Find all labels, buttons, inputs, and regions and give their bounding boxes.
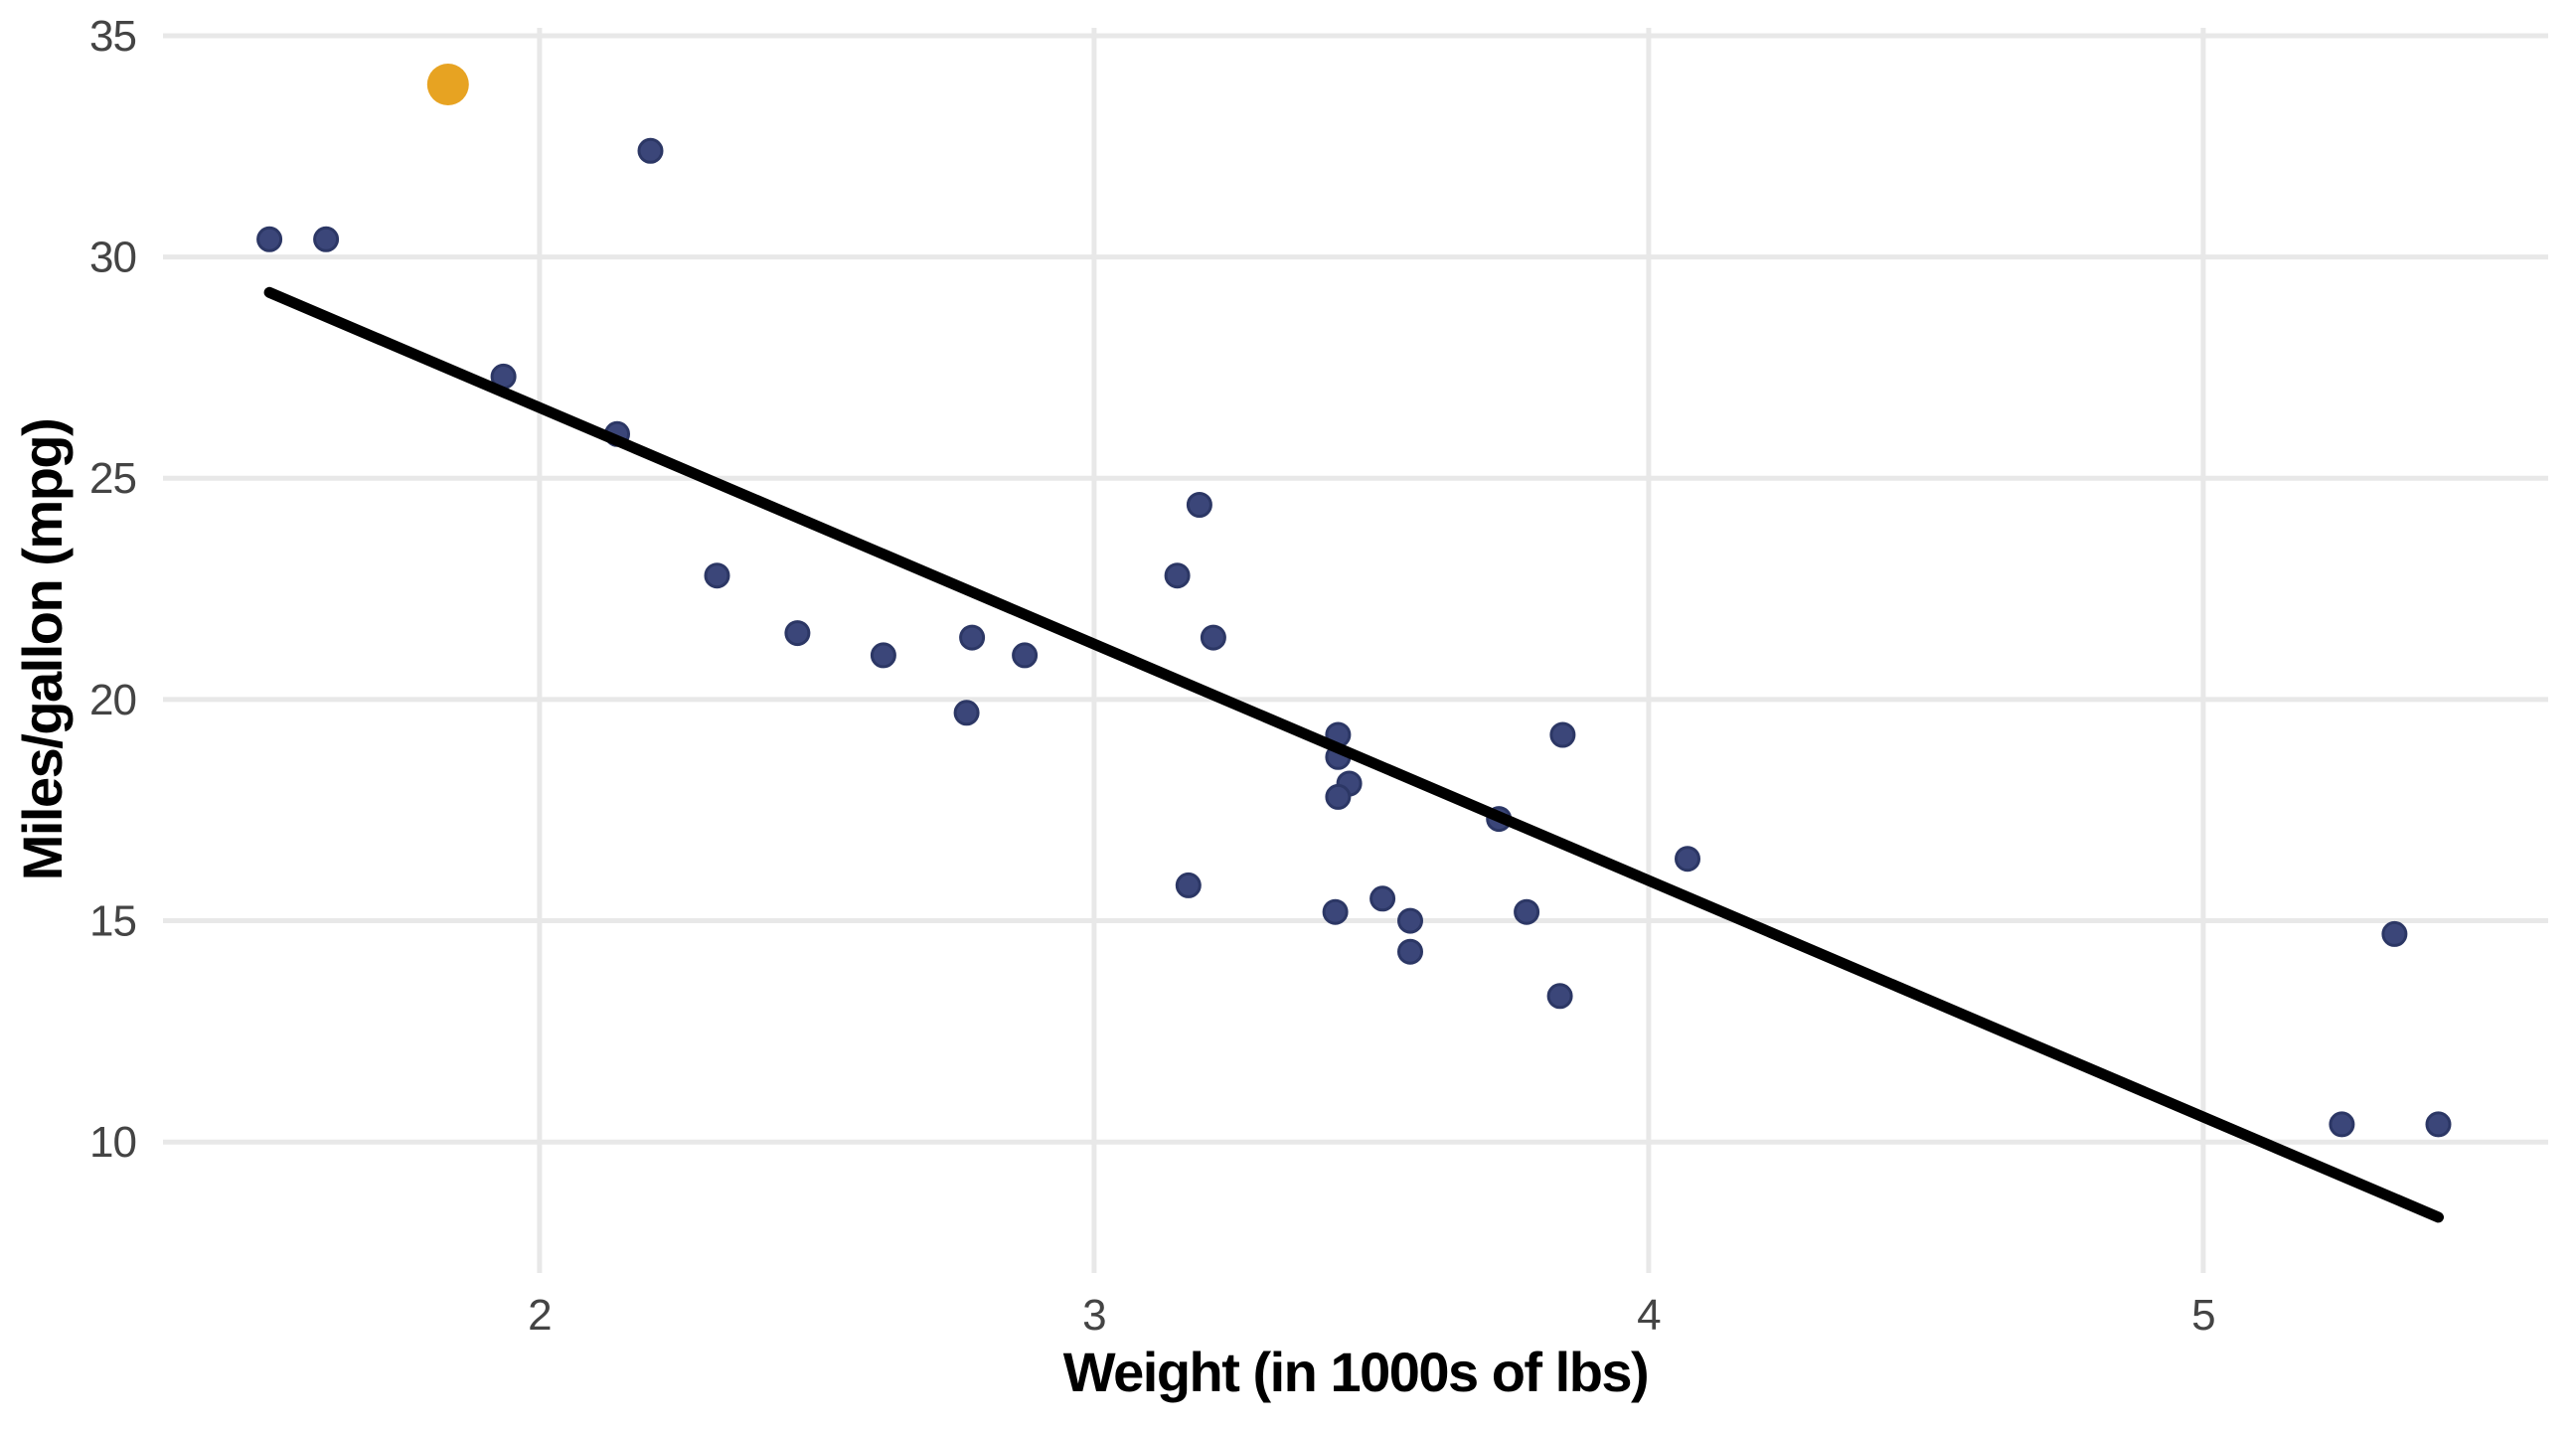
x-tick-label: 5 bbox=[2191, 1291, 2214, 1340]
data-point bbox=[1546, 983, 1573, 1010]
y-tick-label: 20 bbox=[89, 676, 136, 724]
x-axis-title: Weight (in 1000s of lbs) bbox=[1063, 1341, 1648, 1403]
data-point bbox=[2381, 920, 2408, 947]
data-point bbox=[1012, 642, 1039, 669]
data-point bbox=[1175, 872, 1202, 898]
data-point bbox=[637, 137, 664, 164]
x-tick-label: 2 bbox=[528, 1291, 551, 1340]
data-point bbox=[1186, 492, 1212, 518]
highlighted-point-layer bbox=[426, 64, 469, 105]
data-point bbox=[959, 624, 986, 651]
data-point bbox=[870, 642, 896, 669]
x-tick-label: 4 bbox=[1637, 1291, 1661, 1340]
tick-labels: 10 15 20 25 30 35 2 3 4 5 bbox=[89, 12, 2216, 1340]
highlighted-data-point bbox=[426, 64, 469, 105]
data-point bbox=[784, 620, 811, 647]
data-point bbox=[1549, 721, 1576, 748]
data-point bbox=[313, 226, 340, 252]
y-tick-label: 15 bbox=[89, 897, 136, 946]
data-point bbox=[2425, 1111, 2452, 1138]
data-point bbox=[1369, 885, 1396, 912]
data-point bbox=[953, 700, 980, 726]
trend-line bbox=[263, 286, 2444, 1223]
y-tick-label: 25 bbox=[89, 454, 136, 503]
data-point bbox=[2329, 1111, 2355, 1138]
y-tick-label: 30 bbox=[89, 234, 136, 282]
data-point bbox=[1675, 846, 1700, 873]
data-point bbox=[1514, 898, 1540, 925]
grid-lines bbox=[163, 28, 2548, 1273]
trend-line-layer bbox=[263, 286, 2444, 1223]
y-tick-label: 35 bbox=[89, 12, 136, 61]
data-point bbox=[1325, 783, 1352, 810]
y-axis-title: Miles/gallon (mpg) bbox=[11, 419, 74, 881]
y-tick-label: 10 bbox=[89, 1118, 136, 1167]
x-tick-label: 3 bbox=[1082, 1291, 1105, 1340]
data-point bbox=[1200, 624, 1226, 651]
data-point bbox=[256, 226, 283, 252]
data-point bbox=[1322, 898, 1349, 925]
data-point bbox=[1397, 907, 1423, 934]
data-point bbox=[704, 562, 730, 589]
data-point bbox=[1397, 938, 1423, 965]
data-points bbox=[256, 137, 2452, 1138]
data-point bbox=[1164, 562, 1191, 589]
